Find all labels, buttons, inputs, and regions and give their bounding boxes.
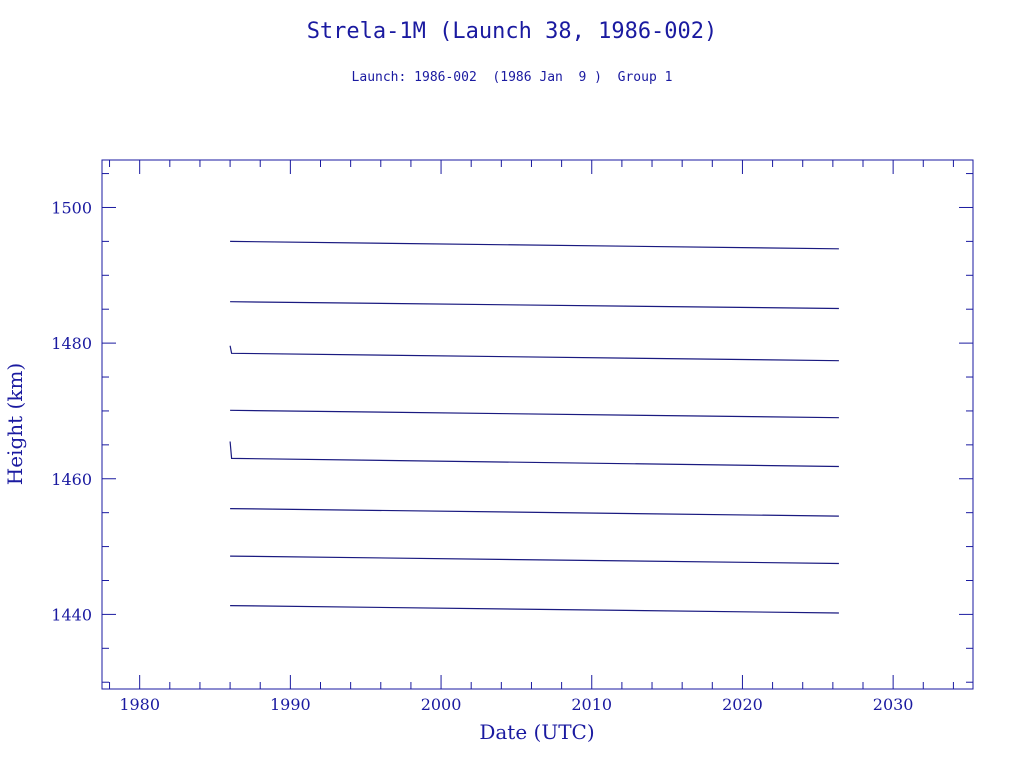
chart-subtitle: Launch: 1986-002 (1986 Jan 9 ) Group 1 <box>352 70 673 85</box>
y-tick-label: 1480 <box>51 334 92 353</box>
plot-frame <box>101 159 974 690</box>
series-line-7 <box>230 555 839 565</box>
x-tick-label: 2030 <box>873 695 914 714</box>
y-tick-label: 1500 <box>51 198 92 217</box>
y-axis-label: Height (km) <box>3 363 27 485</box>
x-tick-labels: 1980 1990 2000 2010 2020 2030 <box>119 695 913 714</box>
x-tick-label: 1980 <box>119 695 160 714</box>
x-tick-label: 2020 <box>722 695 763 714</box>
chart-title: Strela-1M (Launch 38, 1986-002) <box>307 19 718 44</box>
y-tick-label: 1440 <box>51 605 92 624</box>
series-line-2 <box>230 301 839 310</box>
x-axis-label: Date (UTC) <box>479 720 594 744</box>
axis-ticks <box>102 160 973 689</box>
x-tick-label: 2000 <box>421 695 462 714</box>
series-line-6 <box>230 508 839 517</box>
series-line-1 <box>230 240 839 250</box>
series-group <box>229 240 839 614</box>
series-line-8 <box>230 605 839 614</box>
x-tick-label: 2010 <box>571 695 612 714</box>
series-line-3 <box>229 345 839 362</box>
series-line-4 <box>230 409 839 419</box>
series-line-5 <box>229 441 839 468</box>
y-tick-label: 1460 <box>51 470 92 489</box>
x-tick-label: 1990 <box>270 695 311 714</box>
y-tick-labels: 1440 1460 1480 1500 <box>51 198 92 624</box>
